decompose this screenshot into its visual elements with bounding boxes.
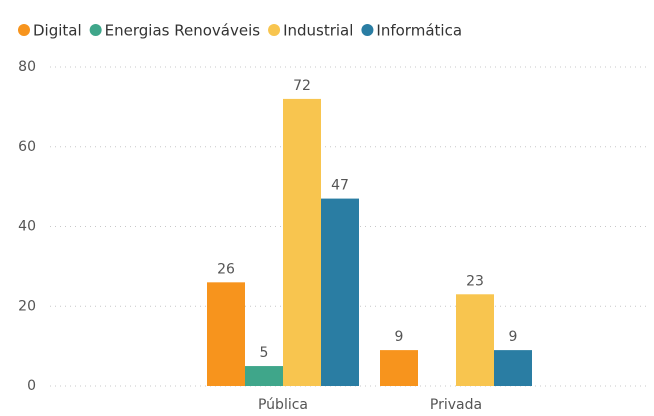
value-label: 47 [331, 178, 349, 194]
value-label: 9 [509, 329, 518, 345]
x-tick-label: Privada [430, 397, 482, 412]
value-label: 5 [260, 345, 269, 361]
y-tick-label: 40 [18, 219, 36, 235]
legend-swatch [268, 24, 281, 36]
legend-swatch [361, 24, 374, 36]
value-label: 23 [466, 273, 484, 289]
x-tick-label: Pública [258, 397, 308, 412]
bar [321, 198, 359, 386]
legend-label: Energias Renováveis [105, 22, 261, 40]
legend-label: Informática [376, 22, 462, 40]
bar [207, 282, 245, 386]
value-label: 72 [293, 78, 311, 94]
value-label: 9 [395, 329, 404, 345]
legend-label: Industrial [283, 22, 353, 40]
bar [494, 350, 532, 386]
y-tick-label: 80 [18, 59, 36, 75]
y-tick-label: 20 [18, 298, 36, 314]
y-tick-label: 0 [27, 378, 36, 394]
legend-label: Digital [33, 22, 82, 40]
y-tick-label: 60 [18, 139, 36, 155]
bar [283, 98, 321, 387]
value-label: 26 [217, 261, 235, 277]
legend-swatch [18, 24, 30, 36]
bar [245, 366, 283, 386]
legend-swatch [89, 24, 102, 36]
bar [380, 350, 418, 386]
bar [456, 294, 494, 386]
